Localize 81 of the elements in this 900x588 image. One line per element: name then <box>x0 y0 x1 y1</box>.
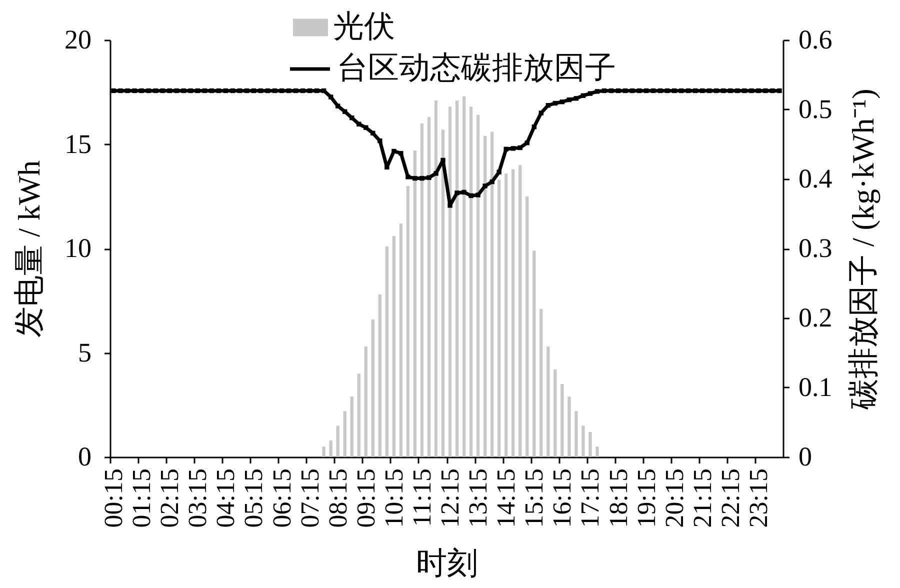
bar <box>378 294 382 457</box>
bar <box>490 132 494 457</box>
x-tick-label: 02:15 <box>155 468 184 528</box>
x-tick-label: 11:15 <box>407 468 436 527</box>
bar <box>498 180 501 457</box>
x-tick-label: 13:15 <box>464 468 493 528</box>
bar <box>371 319 374 457</box>
bar <box>476 115 480 457</box>
bar <box>399 223 403 457</box>
bar <box>434 100 438 457</box>
x-tick-label: 19:15 <box>632 468 661 528</box>
x-tick-label: 07:15 <box>295 468 324 528</box>
y2-tick-label: 0.3 <box>798 233 832 263</box>
x-tick-label: 18:15 <box>604 468 633 528</box>
x-tick-label: 00:15 <box>99 468 128 528</box>
y2-tick-label: 0.2 <box>798 302 832 332</box>
x-tick-label: 03:15 <box>183 468 212 528</box>
bar <box>582 426 585 457</box>
y2-tick-label: 0 <box>798 442 812 472</box>
y2-tick-label: 0.6 <box>798 24 832 54</box>
x-tick-label: 01:15 <box>127 468 156 528</box>
bar <box>483 136 487 457</box>
bar <box>392 236 396 457</box>
bar <box>469 106 473 457</box>
bar <box>540 308 543 457</box>
bar <box>574 411 578 457</box>
bar <box>343 411 346 457</box>
bar <box>532 250 536 457</box>
bar <box>364 346 368 457</box>
y2-tick-label: 0.4 <box>798 164 833 194</box>
bar <box>448 106 452 457</box>
x-tick-label: 15:15 <box>520 468 549 528</box>
bar <box>413 150 417 457</box>
x-tick-label: 20:15 <box>660 468 689 528</box>
x-tick-label: 05:15 <box>239 468 268 528</box>
x-tick-label: 14:15 <box>492 468 521 528</box>
bar <box>336 426 340 457</box>
y-tick-label: 15 <box>64 128 92 159</box>
legend-label: 光伏 <box>333 8 395 44</box>
bar <box>568 396 571 457</box>
bar <box>596 446 599 457</box>
y2-tick-label: 0.5 <box>798 94 832 124</box>
x-tick-label: 17:15 <box>576 468 605 528</box>
bar <box>385 246 388 457</box>
bar <box>504 173 508 457</box>
bar <box>322 446 326 457</box>
x-tick-label: 10:15 <box>379 468 408 528</box>
x-tick-label: 04:15 <box>211 468 240 528</box>
x-tick-label: 23:15 <box>744 468 773 528</box>
x-tick-label: 09:15 <box>351 468 380 528</box>
x-tick-label: 16:15 <box>548 468 577 528</box>
bar <box>420 123 424 457</box>
bar <box>560 384 564 457</box>
bar <box>329 440 332 457</box>
y-tick-label: 0 <box>78 442 92 472</box>
bar <box>427 117 431 457</box>
bar <box>441 130 445 457</box>
y2-axis-title: 碳排放因子 / (kg·kWh⁻¹) <box>845 88 880 410</box>
y-tick-label: 20 <box>64 24 92 54</box>
bar <box>406 186 410 457</box>
x-axis-title: 时刻 <box>416 546 478 581</box>
bar <box>554 369 557 457</box>
y-tick-label: 10 <box>64 233 92 263</box>
bar <box>518 165 522 457</box>
x-tick-label: 12:15 <box>436 468 465 528</box>
y-tick-label: 5 <box>78 337 92 368</box>
bar <box>462 96 466 457</box>
bar <box>350 396 354 457</box>
bar <box>588 432 592 457</box>
x-tick-label: 22:15 <box>716 468 745 528</box>
y-axis-title: 发电量 / kWh <box>12 160 46 338</box>
bar <box>526 196 529 457</box>
bar <box>357 374 360 457</box>
bar <box>455 100 459 457</box>
bar <box>512 169 515 457</box>
x-tick-label: 08:15 <box>323 468 352 528</box>
x-tick-label: 06:15 <box>267 468 296 528</box>
legend-label: 台区动态碳排放因子 <box>337 50 616 85</box>
y2-tick-label: 0.1 <box>798 372 832 402</box>
bar <box>546 346 550 457</box>
x-tick-label: 21:15 <box>688 468 717 528</box>
